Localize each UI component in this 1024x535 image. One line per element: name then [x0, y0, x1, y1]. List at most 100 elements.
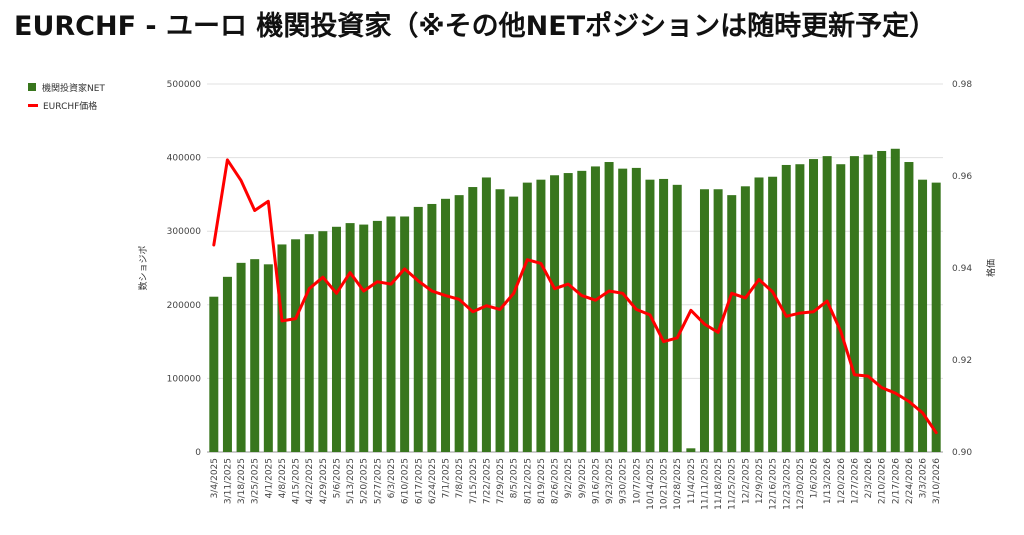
x-tick-label: 3/3/2026: [919, 458, 929, 499]
legend-swatch-line: [28, 103, 38, 107]
x-tick-label: 6/3/2025: [387, 458, 397, 498]
x-tick-label: 7/29/2025: [496, 458, 506, 504]
bar: [345, 223, 355, 452]
x-tick-label: 5/6/2025: [332, 458, 342, 498]
x-tick-label: 8/5/2025: [510, 458, 520, 498]
x-tick-label: 12/2/2025: [741, 458, 751, 504]
x-tick-label: 2/3/2026: [864, 458, 874, 499]
price-line: [212, 158, 938, 435]
bar: [686, 448, 696, 452]
x-tick-label: 7/15/2025: [469, 458, 479, 504]
x-tick-label: 9/2/2025: [564, 458, 574, 498]
chart-title: EURCHF - ユーロ 機関投資家（※その他NETポジションは随時更新予定）: [14, 11, 937, 42]
x-tick-label: 1/13/2026: [823, 458, 833, 504]
y-right-axis-title: 格価: [985, 259, 997, 277]
legend-item-bars: 機関投資家NET: [28, 78, 105, 96]
bar: [849, 156, 859, 453]
x-tick-label: 3/10/2026: [932, 458, 942, 504]
x-tick-label: 2/24/2026: [905, 458, 915, 504]
bar: [931, 182, 941, 452]
x-tick-label: 6/10/2025: [401, 458, 411, 504]
x-tick-label: 6/24/2025: [428, 458, 438, 504]
x-tick-label: 12/16/2025: [769, 458, 779, 510]
y-left-tick-label: 400000: [167, 154, 202, 164]
bar: [427, 203, 437, 452]
x-tick-label: 9/9/2025: [578, 458, 588, 498]
bar: [372, 220, 382, 452]
bar: [740, 186, 750, 452]
y-left-tick-label: 0: [195, 448, 201, 458]
x-tick-label: 2/10/2026: [878, 458, 888, 504]
bar: [277, 244, 287, 452]
bar: [536, 179, 546, 452]
y-left-tick-label: 200000: [167, 301, 202, 311]
x-tick-label: 5/27/2025: [373, 458, 383, 504]
y-right-tick-label: 0.98: [952, 80, 972, 90]
bar: [672, 184, 682, 452]
bar: [836, 164, 846, 452]
bar: [877, 150, 887, 452]
x-tick-label: 8/12/2025: [523, 458, 533, 504]
bar: [713, 189, 723, 453]
bar: [263, 264, 273, 452]
x-tick-label: 11/4/2025: [687, 458, 697, 504]
bar: [618, 168, 628, 452]
bar: [918, 179, 928, 452]
x-tick-label: 12/9/2025: [755, 458, 765, 504]
x-tick-label: 4/8/2025: [278, 458, 288, 498]
x-tick-label: 3/4/2025: [210, 458, 220, 498]
x-tick-label: 4/1/2025: [264, 458, 274, 498]
x-tick-label: 1/27/2026: [850, 458, 860, 504]
legend-swatch-bars: [28, 83, 36, 91]
x-tick-label: 3/25/2025: [251, 458, 261, 504]
x-tick-label: 9/16/2025: [591, 458, 601, 504]
x-tick-label: 12/23/2025: [782, 458, 792, 510]
y-left-tick-label: 500000: [167, 80, 202, 90]
bar: [809, 159, 819, 452]
bar: [250, 259, 260, 452]
bar: [577, 170, 587, 452]
bar: [304, 234, 314, 452]
legend-label-bars: 機関投資家NET: [42, 83, 105, 94]
x-tick-label: 5/13/2025: [346, 458, 356, 504]
x-tick-label: 6/17/2025: [414, 458, 424, 504]
x-tick-label: 10/28/2025: [673, 458, 683, 510]
bar: [441, 198, 451, 452]
x-tick-label: 8/26/2025: [551, 458, 561, 504]
bar: [604, 162, 614, 453]
x-tick-label: 5/20/2025: [360, 458, 370, 504]
x-tick-label: 11/11/2025: [700, 458, 710, 510]
x-tick-label: 1/20/2026: [837, 458, 847, 504]
x-tick-label: 10/7/2025: [632, 458, 642, 504]
x-tick-label: 4/29/2025: [319, 458, 329, 504]
x-tick-label: 2/17/2026: [891, 458, 901, 504]
bar: [754, 177, 764, 453]
bar: [659, 178, 669, 452]
x-tick-label: 11/25/2025: [728, 458, 738, 510]
y-right-tick-label: 0.92: [952, 356, 972, 366]
bar: [863, 154, 873, 452]
bar: [795, 164, 805, 452]
bar: [318, 231, 328, 452]
bar: [481, 177, 491, 453]
x-tick-label: 4/22/2025: [305, 458, 315, 504]
x-tick-label: 4/15/2025: [292, 458, 302, 504]
bar: [495, 189, 505, 453]
bar: [890, 148, 900, 452]
x-tick-label: 3/11/2025: [223, 458, 233, 504]
x-tick-label: 3/18/2025: [237, 458, 247, 504]
bar: [563, 173, 573, 452]
x-tick-label: 7/1/2025: [442, 458, 452, 498]
bar: [904, 162, 914, 453]
bar: [699, 189, 709, 453]
legend-label-line: EURCHF価格: [43, 101, 98, 112]
x-tick-label: 7/22/2025: [482, 458, 492, 504]
x-tick-label: 9/30/2025: [619, 458, 629, 504]
bar: [331, 226, 341, 452]
bar: [291, 239, 301, 452]
x-tick-label: 10/21/2025: [660, 458, 670, 510]
bar: [468, 187, 478, 453]
bar: [768, 176, 778, 452]
bar: [454, 195, 464, 453]
